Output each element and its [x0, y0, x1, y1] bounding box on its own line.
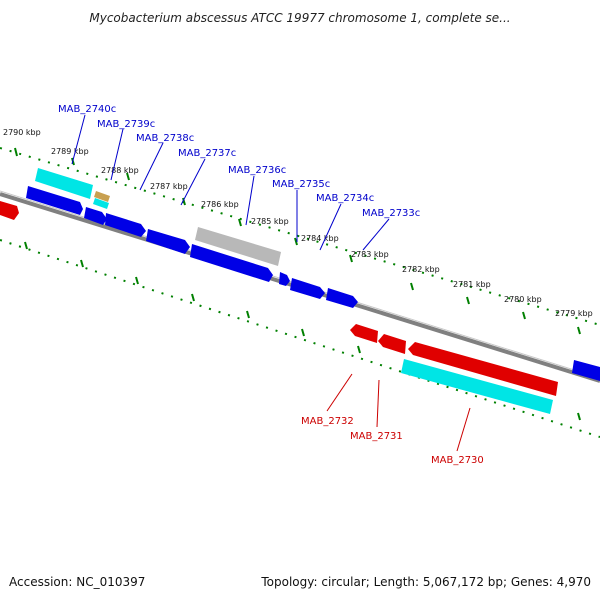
tick-label-2785: 2785 kbp: [251, 217, 289, 226]
pseudogene-feature[interactable]: [195, 227, 281, 266]
gene-label-mab-2740c[interactable]: MAB_2740c: [58, 104, 116, 115]
gene-label-mab-2733c[interactable]: MAB_2733c: [362, 208, 420, 219]
tick-label-2784: 2784 kbp: [301, 234, 339, 243]
gene-label-mab-2735c[interactable]: MAB_2735c: [272, 179, 330, 190]
major-ticks: [14, 147, 581, 421]
tick-label-2783: 2783 kbp: [351, 250, 389, 259]
genome-summary-text: Topology: circular; Length: 5,067,172 bp…: [260, 575, 591, 589]
gene-feature[interactable]: [378, 334, 406, 354]
tick-label-2789: 2789 kbp: [51, 147, 89, 156]
gene-label-mab-2731[interactable]: MAB_2731: [350, 431, 403, 442]
gene-feature[interactable]: [408, 342, 558, 396]
gene-feature[interactable]: [290, 278, 325, 299]
map-title: Mycobacterium abscessus ATCC 19977 chrom…: [89, 11, 510, 25]
gene-feature[interactable]: [279, 272, 290, 286]
cds-feature[interactable]: [35, 168, 93, 199]
gene-feature[interactable]: [84, 207, 107, 225]
tick-label-2782: 2782 kbp: [402, 265, 440, 274]
gene-feature[interactable]: [326, 288, 358, 308]
cds-feature[interactable]: [93, 198, 109, 209]
gene-label-mab-2736c[interactable]: MAB_2736c: [228, 165, 286, 176]
gene-feature[interactable]: [105, 213, 146, 237]
reverse-genes: [0, 201, 558, 414]
gene-feature[interactable]: [146, 229, 190, 254]
gene-label-mab-2730[interactable]: MAB_2730: [431, 455, 484, 466]
gene-label-mab-2732[interactable]: MAB_2732: [301, 416, 354, 427]
forward-genes: [26, 168, 600, 381]
tick-label-2780: 2780 kbp: [504, 295, 542, 304]
gene-label-mab-2734c[interactable]: MAB_2734c: [316, 193, 374, 204]
tick-label-2787: 2787 kbp: [150, 182, 188, 191]
accession-text: Accession: NC_010397: [9, 575, 145, 589]
tick-label-2781: 2781 kbp: [453, 280, 491, 289]
tick-label-2779: 2779 kbp: [555, 309, 593, 318]
reverse-gene-labels: [326, 373, 471, 452]
gene-feature[interactable]: [26, 186, 83, 215]
tick-label-2790: 2790 kbp: [3, 128, 41, 137]
gene-label-mab-2737c[interactable]: MAB_2737c: [178, 148, 236, 159]
gene-label-mab-2738c[interactable]: MAB_2738c: [136, 133, 194, 144]
gene-feature[interactable]: [0, 201, 19, 220]
tick-labels: 2790 kbp 2789 kbp 2788 kbp 2787 kbp 2786…: [3, 128, 593, 318]
tick-label-2786: 2786 kbp: [201, 200, 239, 209]
outer-tick-ring: [0, 147, 600, 326]
gene-feature[interactable]: [190, 244, 273, 282]
cds-feature[interactable]: [401, 359, 553, 414]
forward-gene-labels: [71, 114, 390, 251]
other-feature[interactable]: [94, 191, 110, 202]
tick-label-2788: 2788 kbp: [101, 166, 139, 175]
gene-feature[interactable]: [350, 324, 378, 343]
gene-feature[interactable]: [572, 360, 600, 381]
gene-label-mab-2739c[interactable]: MAB_2739c: [97, 119, 155, 130]
inner-tick-ring: [0, 239, 600, 438]
